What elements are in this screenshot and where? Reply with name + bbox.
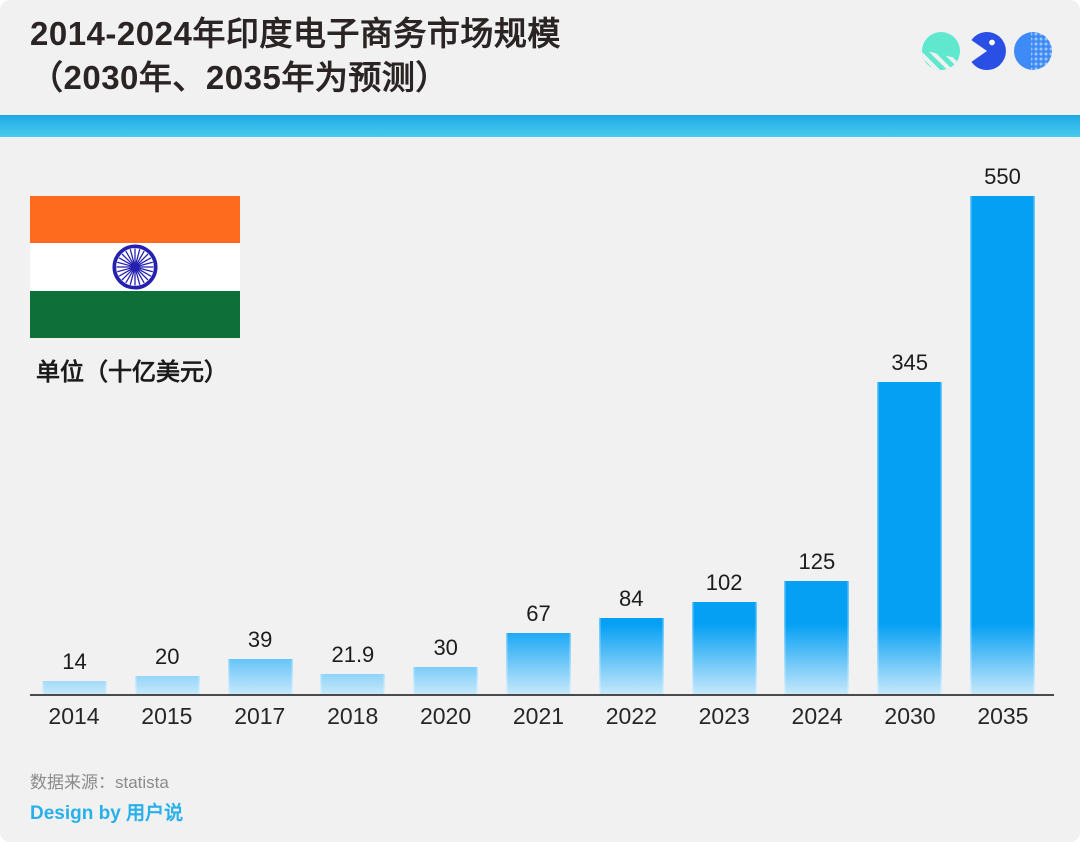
title-line-1: 2014-2024年印度电子商务市场规模 bbox=[30, 15, 561, 52]
page-title: 2014-2024年印度电子商务市场规模 （2030年、2035年为预测） bbox=[30, 12, 561, 100]
bar bbox=[42, 681, 107, 694]
bar-value-label: 21.9 bbox=[331, 642, 375, 667]
bar bbox=[877, 382, 943, 694]
flag-green-band bbox=[30, 290, 240, 338]
x-axis-tick-label: 2017 bbox=[234, 703, 286, 729]
x-axis-tick-label: 2035 bbox=[977, 703, 1029, 729]
bar-value-label: 20 bbox=[155, 644, 180, 669]
bar bbox=[784, 581, 850, 694]
design-credit-label: Design by 用户说 bbox=[30, 803, 184, 824]
bar-column: 345 bbox=[877, 350, 943, 694]
flag-saffron-band bbox=[30, 196, 240, 244]
bar-column: 14 bbox=[42, 649, 107, 694]
bar bbox=[598, 618, 664, 694]
bar-value-label: 345 bbox=[891, 350, 929, 375]
bar-column: 30 bbox=[413, 635, 479, 694]
bar bbox=[320, 674, 386, 694]
x-axis-tick-label: 2014 bbox=[48, 703, 100, 729]
x-axis-tick-label: 2030 bbox=[884, 703, 936, 729]
bar-value-label: 84 bbox=[619, 586, 644, 611]
x-axis-labels: 2014 2015 2017 2018 2020 2021 2022 2023 2024 2030… bbox=[42, 703, 1035, 730]
brand-logo bbox=[922, 32, 1052, 70]
bar bbox=[413, 667, 479, 694]
bar-column: 20 bbox=[134, 644, 200, 694]
x-axis-tick-label: 2024 bbox=[791, 703, 843, 729]
bar-column: 550 bbox=[969, 164, 1035, 694]
bar-value-label: 125 bbox=[798, 549, 836, 574]
bar-column: 21.9 bbox=[320, 642, 386, 694]
bar-value-label: 102 bbox=[705, 570, 743, 595]
x-axis-tick-label: 2023 bbox=[698, 703, 750, 729]
x-axis-tick-label: 2015 bbox=[141, 703, 193, 729]
bar-value-label: 39 bbox=[247, 627, 273, 652]
x-axis-line bbox=[30, 694, 1054, 696]
title-line-2: （2030年、2035年为预测） bbox=[30, 59, 449, 96]
bar-column: 102 bbox=[691, 570, 757, 694]
bar bbox=[227, 659, 293, 694]
data-source-label: 数据来源：statista bbox=[30, 773, 169, 792]
flag-white-band bbox=[30, 243, 240, 291]
ashoka-chakra-icon bbox=[112, 244, 158, 290]
bar-chart: 14 20 39 21.9 30 67 84 102 125 345 550 bbox=[42, 164, 1035, 694]
accent-ribbon bbox=[0, 115, 1080, 137]
bar bbox=[969, 196, 1035, 694]
pacman-icon bbox=[971, 32, 1006, 70]
bar-value-label: 67 bbox=[526, 601, 551, 626]
bar-column: 39 bbox=[227, 627, 293, 694]
bar-value-label: 14 bbox=[62, 649, 87, 674]
bar bbox=[691, 602, 757, 694]
x-axis-tick-label: 2018 bbox=[327, 703, 379, 729]
bar-column: 84 bbox=[598, 586, 664, 694]
x-axis-tick-label: 2021 bbox=[512, 703, 565, 729]
bar-value-label: 30 bbox=[433, 635, 458, 660]
striped-circle-icon bbox=[922, 32, 960, 70]
dotted-circle-icon bbox=[1014, 32, 1052, 70]
x-axis-tick-label: 2020 bbox=[419, 703, 472, 729]
unit-label: 单位（十亿美元） bbox=[36, 359, 228, 386]
bar bbox=[134, 676, 200, 694]
bar bbox=[505, 633, 571, 694]
bar-value-label: 550 bbox=[984, 164, 1021, 189]
x-axis-tick-label: 2022 bbox=[605, 703, 657, 729]
bar-column: 67 bbox=[505, 601, 571, 694]
india-flag-icon bbox=[30, 196, 240, 338]
bar-column: 125 bbox=[784, 549, 850, 694]
